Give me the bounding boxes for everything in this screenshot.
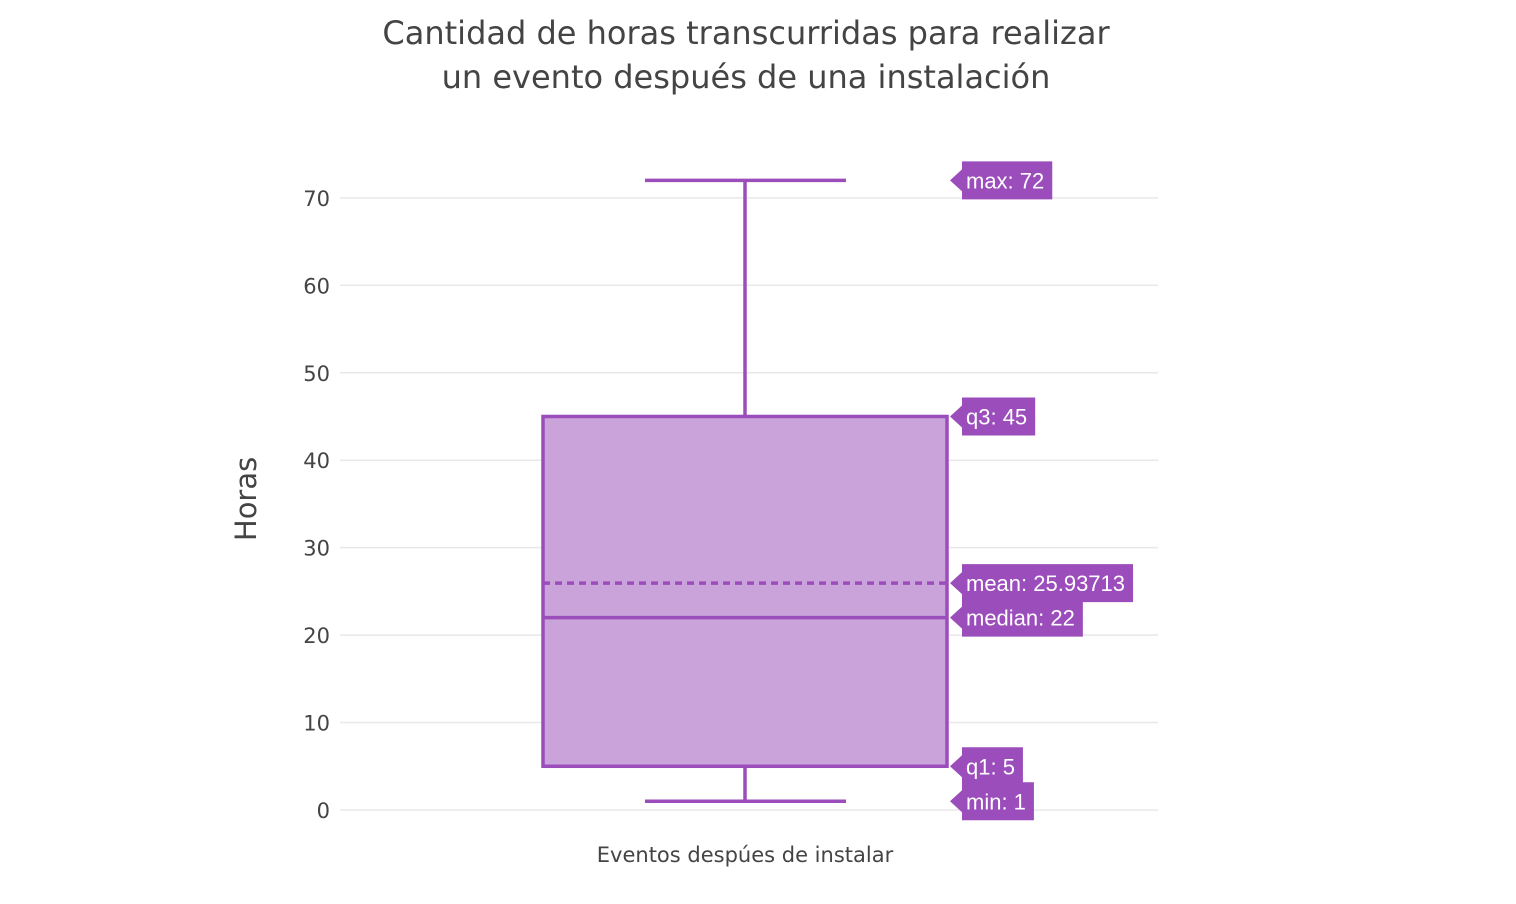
- tag-label-mean: mean: 25.93713: [966, 571, 1125, 596]
- tag-label-q1: q1: 5: [966, 754, 1015, 779]
- y-tick-label-50: 50: [303, 362, 330, 386]
- category-label: Eventos despúes de instalar: [597, 843, 894, 867]
- tag-label-median: median: 22: [966, 606, 1075, 631]
- y-tick-label-30: 30: [303, 537, 330, 561]
- tag-label-min: min: 1: [966, 789, 1026, 814]
- stat-annotations: max: 72 q3: 45 mean: 25.93713 median: 22 q1:…: [950, 161, 1134, 821]
- y-tick-label-10: 10: [303, 712, 330, 736]
- tag-bg-mean: [950, 564, 1134, 603]
- y-axis-title: Horas: [229, 457, 263, 541]
- iqr-box: [541, 414, 949, 769]
- y-tick-label-70: 70: [303, 187, 330, 211]
- chart-title-line-1: Cantidad de horas transcurridas para rea…: [382, 14, 1110, 52]
- tag-bg-q3: [950, 397, 1036, 436]
- tag-bg-q1: [950, 747, 1023, 786]
- tag-bg-min: [950, 782, 1034, 821]
- y-tick-label-40: 40: [303, 449, 330, 473]
- tag-bg-max: [950, 161, 1053, 200]
- tag-bg-median: [950, 598, 1083, 637]
- y-tick-label-60: 60: [303, 274, 330, 298]
- y-tick-label-20: 20: [303, 624, 330, 648]
- box-trace[interactable]: [541, 178, 949, 804]
- y-tick-labels: 0 10 20 30 40 50 60 70: [303, 187, 330, 823]
- chart-title-line-2: un evento después de una instalación: [441, 58, 1051, 96]
- y-tick-label-0: 0: [317, 799, 330, 823]
- tag-label-max: max: 72: [966, 168, 1044, 193]
- tag-label-q3: q3: 45: [966, 404, 1027, 429]
